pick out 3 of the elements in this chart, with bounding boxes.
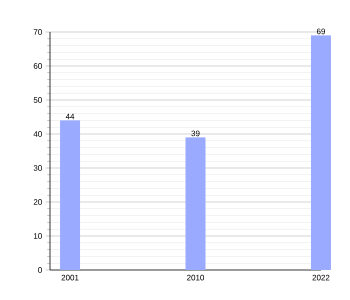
bar bbox=[186, 137, 206, 270]
bar bbox=[60, 120, 80, 270]
bar bbox=[310, 35, 331, 270]
